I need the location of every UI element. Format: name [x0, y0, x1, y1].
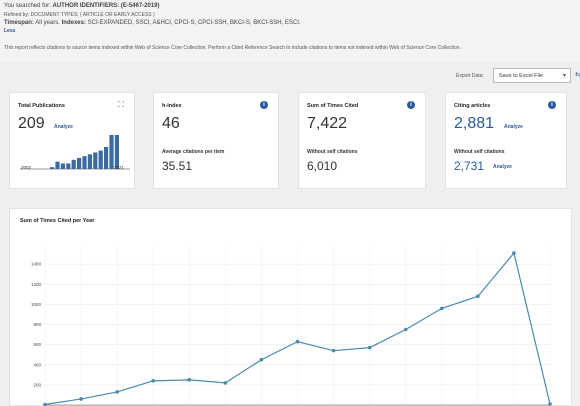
data-point[interactable]: [512, 251, 516, 255]
data-point[interactable]: [367, 345, 372, 350]
times-cited-value: 7,422: [307, 115, 348, 132]
data-point[interactable]: [439, 306, 444, 311]
average-citations-label: Average citations per item: [162, 149, 225, 155]
times-cited-per-year-panel: Sum of Times Cited per Year 200 400 600 800…: [9, 208, 572, 406]
data-point[interactable]: [259, 357, 264, 362]
mini-chart-bar: [50, 167, 55, 169]
h-index-value: 46: [162, 115, 180, 132]
citing-without-self-value[interactable]: 2,731: [454, 159, 485, 173]
data-point[interactable]: [79, 397, 83, 401]
data-point[interactable]: [331, 348, 336, 353]
data-point[interactable]: [223, 381, 228, 385]
average-citations-value: 35.51: [162, 159, 193, 173]
citing-articles-analyze-link[interactable]: Analyze: [504, 124, 523, 130]
mini-chart-bar: [60, 163, 65, 169]
data-point[interactable]: [403, 327, 408, 332]
data-point[interactable]: [43, 402, 47, 406]
citing-without-self-label: Without self citations: [454, 149, 505, 155]
mini-chart-bar: [114, 135, 119, 169]
mini-chart-bar: [104, 146, 109, 169]
chevron-down-icon: ▾: [562, 73, 566, 79]
searched-line: You searched for: AUTHOR IDENTIFIERS: (E…: [4, 3, 160, 9]
data-point[interactable]: [548, 402, 552, 406]
times-cited-title: Sum of Times Cited: [307, 103, 359, 109]
mini-chart-bar: [93, 152, 98, 169]
searched-prefix: You searched for:: [4, 3, 51, 9]
h-index-title: h-index: [162, 103, 182, 109]
info-icon[interactable]: i: [548, 101, 556, 109]
timespan-label: Timespan:: [4, 20, 34, 26]
mini-chart-bar: [77, 157, 82, 169]
mini-chart-bar: [109, 135, 114, 169]
y-tick-label: 800: [33, 322, 41, 327]
mini-chart-bar: [71, 159, 76, 169]
timespan-line: Timespan: All years. Indexes: SCI-EXPAND…: [4, 20, 301, 26]
search-summary: You searched for: AUTHOR IDENTIFIERS: (E…: [0, 0, 580, 62]
citing-without-self-analyze-link[interactable]: Analyze: [493, 164, 512, 170]
timespan-value: All years.: [35, 20, 60, 26]
citing-articles-value[interactable]: 2,881: [454, 115, 495, 132]
data-point[interactable]: [295, 339, 300, 344]
data-point[interactable]: [151, 379, 156, 383]
mini-chart-bar: [87, 154, 92, 169]
less-link-label[interactable]: Less: [4, 28, 16, 34]
mini-chart-bar: [82, 156, 87, 169]
times-cited-without-self-value: 6,010: [307, 159, 338, 173]
publications-mini-chart: [20, 135, 130, 170]
less-link[interactable]: Less: [4, 28, 15, 34]
total-publications-title: Total Publications: [18, 103, 65, 109]
data-point[interactable]: [476, 294, 480, 299]
mini-chart-bar: [98, 150, 103, 169]
y-tick-label: 1400: [31, 262, 42, 267]
export-options-icon[interactable]: ⇆: [575, 70, 580, 79]
info-icon[interactable]: i: [407, 101, 415, 109]
data-point[interactable]: [187, 378, 192, 382]
searched-value: AUTHOR IDENTIFIERS: (E-5467-2019): [52, 3, 160, 9]
export-label: Export Data:: [456, 73, 484, 79]
times-cited-line-chart: 200 400 600 800 1000 1200 1400: [31, 244, 552, 406]
h-index-card: h-index i 46 Average citations per item …: [153, 92, 279, 189]
y-tick-label: 400: [33, 362, 41, 367]
export-select[interactable]: Save to Excel File ▾: [493, 68, 571, 83]
citing-articles-title: Citing articles: [454, 103, 491, 109]
mini-chart-bar: [55, 161, 60, 169]
data-point[interactable]: [115, 390, 119, 394]
y-tick-label: 1000: [31, 302, 42, 307]
indexes-value: SCI-EXPANDED, SSCI, A&HCI, CPCI-S, CPCI-…: [87, 20, 301, 26]
info-icon[interactable]: i: [260, 101, 268, 109]
mini-chart-bar: [66, 163, 71, 169]
times-cited-card: Sum of Times Cited i 7,422 Without self …: [298, 92, 426, 189]
refined-line: Refined by: DOCUMENT TYPES: ( ARTICLE OR…: [4, 12, 155, 18]
report-note: This report reflects citations to source…: [4, 45, 461, 51]
expand-icon[interactable]: ⛶: [118, 100, 124, 109]
chart-title: Sum of Times Cited per Year: [20, 218, 95, 224]
y-tick-label: 200: [33, 382, 41, 387]
citing-articles-card: Citing articles i 2,881 Analyze Without …: [445, 92, 567, 189]
total-publications-card: Total Publications ⛶ 209 Analyze: [9, 92, 135, 189]
total-publications-analyze-link[interactable]: Analyze: [54, 124, 73, 130]
times-cited-without-self-label: Without self citations: [307, 149, 358, 155]
export-selected-value: Save to Excel File: [499, 73, 544, 79]
total-publications-value: 209: [18, 115, 45, 132]
mini-chart-year-end: 2021: [114, 165, 125, 170]
y-tick-label: 1200: [31, 282, 42, 287]
indexes-label: Indexes:: [61, 20, 86, 26]
mini-chart-year-start: 2002: [21, 165, 32, 170]
y-tick-label: 600: [33, 342, 41, 347]
